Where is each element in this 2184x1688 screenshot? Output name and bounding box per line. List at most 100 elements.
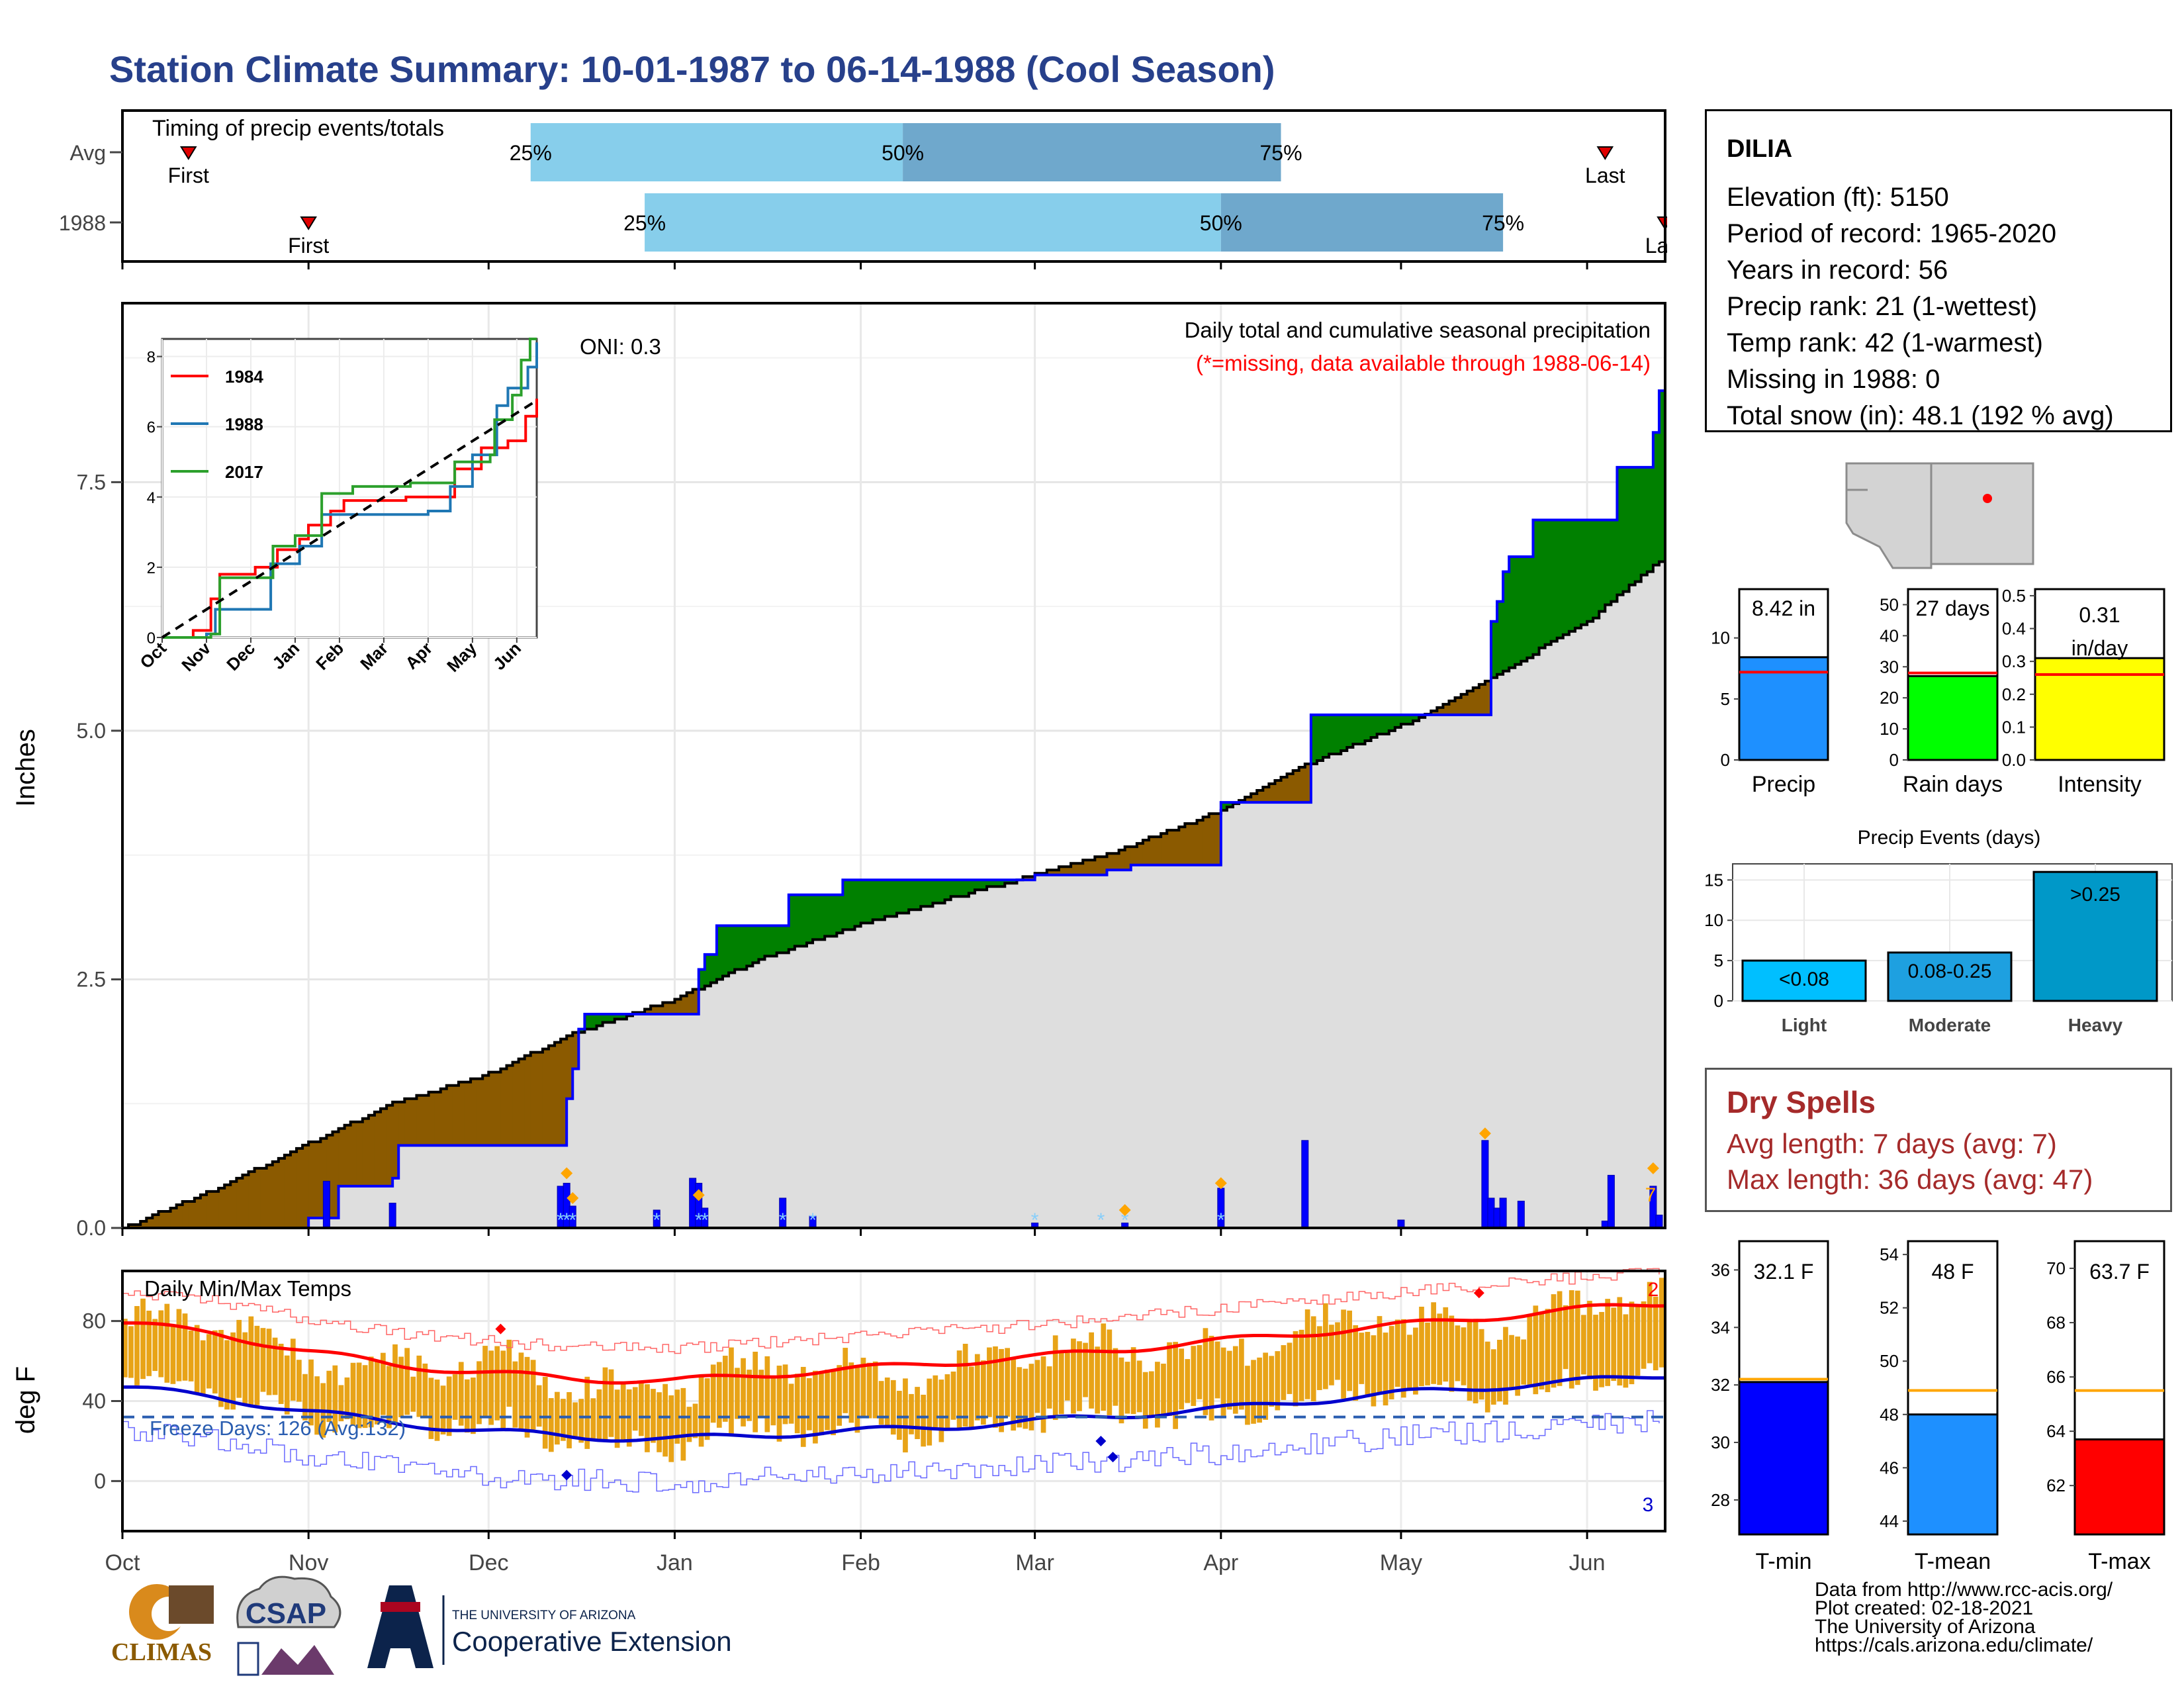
above-normal-area: [1647, 467, 1654, 572]
daily-temp-bar: [458, 1362, 464, 1426]
event-bar-label: <0.08: [1779, 968, 1829, 990]
above-normal-area: [1005, 880, 1011, 884]
above-normal-area: [848, 880, 856, 930]
timing-row-label: Avg: [69, 141, 106, 165]
month-label: Dec: [469, 1550, 508, 1575]
y-tick-label: 40: [82, 1389, 106, 1413]
daily-temp-bar: [692, 1403, 698, 1438]
above-normal-area: [1593, 520, 1600, 618]
daily-temp-bar: [933, 1375, 938, 1429]
above-normal-area: [1509, 557, 1516, 668]
daily-temp-bar: [1515, 1336, 1520, 1396]
daily-temp-bar: [758, 1370, 764, 1416]
daily-temp-bar: [602, 1367, 608, 1442]
summary-y-tick: 0: [1889, 750, 1899, 770]
snow-marker: *: [1121, 1209, 1129, 1231]
daily-temp-bar: [1467, 1319, 1473, 1401]
above-normal-area: [819, 894, 825, 940]
summary-y-tick: 64: [2046, 1421, 2066, 1441]
below-normal-area: [1269, 784, 1276, 803]
summary-y-tick: 36: [1711, 1260, 1730, 1280]
summary-y-tick: 68: [2046, 1313, 2066, 1333]
above-normal-area: [1533, 520, 1540, 655]
below-normal-area: [254, 1168, 261, 1228]
daily-temp-bar: [350, 1362, 356, 1426]
daily-temp-bar: [1623, 1314, 1629, 1388]
credit-line: The University of Arizona: [1815, 1616, 2036, 1638]
month-label: May: [1380, 1550, 1422, 1575]
below-normal-area: [1287, 774, 1294, 803]
daily-temp-bar: [524, 1356, 530, 1438]
pct-label: 75%: [1259, 141, 1302, 165]
summary-y-tick: 48: [1880, 1405, 1899, 1425]
daily-temp-bar: [1551, 1294, 1557, 1388]
events-y-tick: 5: [1714, 951, 1723, 970]
below-normal-area: [206, 1191, 213, 1228]
event-bar-label: >0.25: [2070, 884, 2120, 906]
daily-temp-bar: [1148, 1371, 1154, 1416]
summary-y-tick: 10: [1711, 628, 1730, 648]
daily-temp-bar: [1400, 1319, 1406, 1398]
above-normal-area: [729, 925, 735, 973]
above-normal-area: [1521, 557, 1527, 661]
below-normal-area: [1214, 814, 1222, 865]
below-normal-area: [561, 1039, 567, 1146]
daily-temp-bar: [1617, 1297, 1623, 1386]
daily-temp-bar: [578, 1399, 584, 1443]
daily-temp-bar: [1635, 1305, 1641, 1376]
below-normal-area: [387, 1105, 393, 1186]
daily-temp-bar: [1226, 1350, 1232, 1410]
event-label: Last: [1585, 164, 1625, 187]
above-normal-area: [752, 925, 760, 963]
station-elevation: Elevation (ft): 5150: [1727, 183, 1949, 212]
temp-record-marker: [1473, 1288, 1484, 1299]
daily-temp-bar: [657, 1392, 662, 1452]
daily-temp-bar: [1077, 1341, 1082, 1411]
above-normal-area: [897, 880, 903, 914]
above-normal-area: [1377, 714, 1384, 734]
event-bar: [2032, 870, 2158, 1002]
daily-temp-bar: [555, 1391, 560, 1445]
above-normal-area: [842, 880, 850, 930]
below-normal-area: [368, 1115, 375, 1186]
above-normal-area: [878, 880, 886, 920]
daily-temp-bar: [1005, 1348, 1011, 1417]
daily-temp-bar: [848, 1362, 854, 1423]
inset-y-tick: 8: [147, 349, 156, 367]
daily-temp-bar: [1641, 1301, 1647, 1369]
daily-temp-bar: [512, 1361, 518, 1428]
timing-row-label: 1988: [59, 211, 106, 235]
below-normal-area: [1443, 704, 1450, 715]
daily-temp-bar: [1089, 1332, 1094, 1409]
daily-precip-bar: [1493, 1207, 1501, 1229]
summary-y-tick: 70: [2046, 1258, 2066, 1278]
above-normal-area: [1599, 520, 1606, 612]
daily-temp-bar: [164, 1303, 170, 1383]
daily-temp-bar: [1484, 1341, 1490, 1413]
daily-temp-bar: [741, 1358, 746, 1427]
daily-temp-bar: [1185, 1359, 1191, 1403]
below-normal-area: [362, 1118, 369, 1186]
daily-temp-bar: [152, 1319, 158, 1372]
daily-temp-bar: [764, 1356, 770, 1432]
snow-marker: *: [1031, 1209, 1039, 1231]
daily-temp-bar: [1533, 1305, 1539, 1395]
above-normal-area: [993, 880, 999, 887]
station-years: Years in record: 56: [1727, 256, 1948, 285]
daily-temp-bar: [813, 1370, 818, 1444]
below-normal-area: [350, 1121, 357, 1186]
above-normal-area: [1659, 391, 1666, 562]
daily-temp-bar: [584, 1376, 590, 1449]
summary-y-tick: 0.4: [2002, 619, 2026, 639]
below-normal-area: [1089, 860, 1095, 875]
event-category: Heavy: [2068, 1015, 2123, 1035]
daily-temp-bar: [1167, 1342, 1172, 1417]
y-axis-label: Inches: [11, 729, 40, 807]
daily-temp-bar: [1563, 1305, 1569, 1370]
daily-temp-bar: [854, 1367, 860, 1433]
summary-y-tick: 0.5: [2002, 586, 2026, 606]
daily-temp-bar: [1214, 1341, 1220, 1399]
daily-temp-bar: [800, 1366, 806, 1447]
below-normal-area: [1185, 823, 1192, 865]
inset-y-tick: 6: [147, 419, 156, 437]
